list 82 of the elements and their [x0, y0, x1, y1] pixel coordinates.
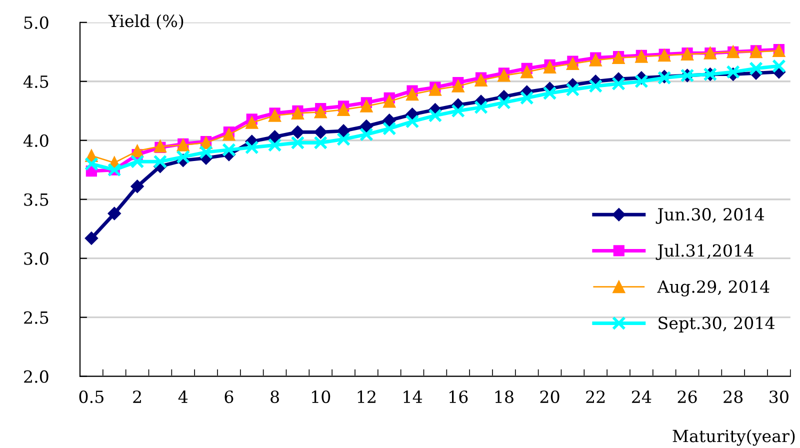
point: [588, 79, 603, 94]
y-axis-title: Yield (%): [108, 14, 184, 30]
point: [314, 106, 327, 118]
y-tick-label: 4.5: [23, 75, 48, 88]
x-tick-label: 6: [224, 390, 234, 404]
point: [749, 61, 763, 76]
point: [153, 154, 168, 169]
point: [726, 65, 740, 79]
point: [337, 103, 350, 116]
x-tick-label: 16: [450, 390, 468, 404]
y-tick-label: 3.0: [24, 252, 48, 265]
x-tick-label: 10: [312, 390, 330, 404]
point: [383, 95, 396, 108]
point: [244, 140, 259, 154]
x-axis-title: Maturity(year): [672, 429, 795, 446]
point: [498, 69, 510, 82]
point: [84, 157, 98, 171]
x-tick-label: 26: [678, 390, 697, 404]
point: [406, 88, 419, 101]
x-tick-label: 24: [632, 390, 652, 403]
point: [566, 57, 579, 70]
point: [634, 74, 648, 88]
point: [246, 116, 258, 129]
point: [542, 86, 557, 100]
x-tick-label: 20: [540, 390, 560, 404]
point: [520, 90, 534, 105]
y-tick-label: 5.0: [24, 16, 48, 29]
point: [772, 59, 786, 73]
x-tick-label: 30: [770, 390, 788, 404]
x-tick-label: 18: [495, 390, 514, 404]
x-tick-label: 12: [358, 390, 376, 403]
point: [360, 128, 374, 142]
point: [428, 83, 442, 96]
point: [199, 145, 213, 160]
point: [589, 54, 602, 66]
point: [336, 124, 350, 138]
point: [428, 108, 442, 123]
point: [84, 232, 98, 245]
x-tick-label: 2: [133, 390, 141, 403]
point: [130, 180, 144, 193]
point: [360, 100, 373, 112]
point: [290, 136, 305, 150]
legend-label: Jul.31,2014: [656, 244, 754, 260]
legend-label: Sept.30, 2014: [658, 316, 775, 333]
point: [291, 106, 304, 120]
point: [474, 100, 488, 114]
legend-label: Aug.29, 2014: [657, 280, 770, 296]
y-tick-label: 3.5: [24, 193, 48, 206]
point: [268, 130, 282, 144]
x-tick-label: 28: [724, 390, 743, 404]
point: [291, 126, 304, 139]
y-tick-label: 4.0: [23, 134, 48, 147]
point: [405, 114, 420, 128]
point: [314, 126, 328, 139]
point: [336, 132, 350, 146]
point: [612, 76, 626, 91]
point: [130, 154, 144, 169]
point: [452, 80, 464, 92]
point: [314, 136, 328, 150]
legend-label: Jun.30, 2014: [656, 208, 764, 224]
y-tick-label: 2.5: [24, 311, 48, 324]
x-tick-label: 14: [404, 390, 422, 403]
x-tick-label: 22: [586, 390, 605, 403]
x-tick-label: 8: [270, 390, 279, 404]
point: [222, 128, 236, 141]
point: [382, 114, 396, 127]
point: [544, 60, 556, 74]
point: [451, 104, 466, 118]
point: [268, 109, 282, 122]
point: [360, 120, 374, 133]
y-tick-label: 2.0: [24, 370, 48, 383]
x-tick-label: 4: [178, 390, 188, 403]
point: [497, 96, 511, 110]
x-tick-label: 0.5: [79, 390, 104, 404]
point: [222, 142, 236, 157]
point: [108, 206, 121, 220]
point: [520, 66, 534, 78]
point: [176, 150, 190, 164]
point: [268, 138, 282, 152]
point: [474, 74, 488, 86]
point: [382, 122, 396, 136]
point: [566, 82, 580, 97]
